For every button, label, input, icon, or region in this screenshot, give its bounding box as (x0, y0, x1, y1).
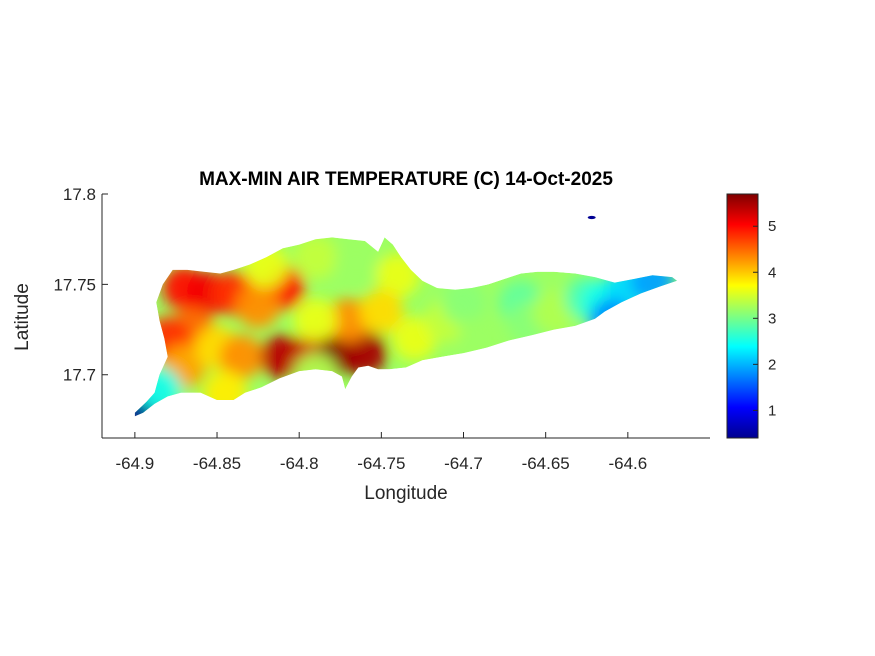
x-tick-label-2: -64.8 (280, 454, 319, 473)
colorbar-tick-label-0: 1 (768, 402, 776, 419)
islet-layer (587, 215, 596, 220)
x-tick-label-0: -64.9 (115, 454, 154, 473)
temperature-sample-34 (137, 367, 182, 412)
x-tick-label-4: -64.7 (444, 454, 483, 473)
y-axis-ticks: 17.7 17.75 17.8 (53, 185, 108, 385)
temperature-field (134, 237, 678, 417)
temperature-blobs (134, 237, 675, 417)
y-axis-label: Latitude (12, 283, 33, 351)
temperature-sample-8 (219, 334, 264, 379)
chart-title: MAX-MIN AIR TEMPERATURE (C) 14-Oct-2025 (199, 169, 613, 190)
temperature-sample-12 (342, 331, 387, 376)
temperature-sample-31 (630, 258, 675, 303)
axes-box (101, 194, 710, 439)
x-tick-label-3: -64.75 (357, 454, 405, 473)
temperature-sample-23 (441, 280, 486, 325)
x-tick-label-5: -64.65 (522, 454, 570, 473)
y-tick-label-1: 17.75 (53, 275, 96, 294)
temperature-sample-24 (457, 316, 502, 361)
temperature-sample-36 (203, 370, 248, 415)
y-tick-label-2: 17.8 (63, 185, 96, 204)
temperature-sample-16 (244, 244, 289, 289)
x-axis-ticks: -64.9 -64.85 -64.8 -64.75 -64.7 -64.65 -64.6 (115, 432, 647, 473)
colorbar: 1 2 3 4 5 (726, 193, 776, 439)
x-tick-label-1: -64.85 (193, 454, 241, 473)
temperature-sample-20 (359, 289, 404, 334)
x-tick-label-6: -64.6 (608, 454, 647, 473)
colorbar-tick-label-2: 3 (768, 310, 776, 327)
temperature-sample-35 (293, 352, 338, 397)
temperature-sample-9 (260, 334, 305, 379)
x-axis-label: Longitude (364, 483, 447, 504)
islet-0 (587, 215, 596, 220)
colorbar-ticks: 1 2 3 4 5 (753, 218, 776, 419)
y-tick-label-0: 17.7 (63, 366, 96, 385)
plot-area: -64.9 -64.85 -64.8 -64.75 -64.7 -64.65 -64.6 1… (53, 185, 710, 473)
temperature-sample-17 (293, 237, 338, 280)
temperature-sample-18 (334, 240, 379, 285)
colorbar-tick-label-1: 2 (768, 356, 776, 373)
temperature-sample-14 (293, 298, 338, 343)
colorbar-tick-label-4: 5 (768, 218, 776, 235)
temperature-sample-21 (392, 316, 437, 361)
colorbar-frame (726, 193, 759, 439)
colorbar-gradient (727, 194, 758, 438)
temperature-sample-15 (236, 284, 281, 329)
colorbar-tick-label-3: 4 (768, 264, 776, 281)
temperature-sample-32 (589, 298, 634, 343)
